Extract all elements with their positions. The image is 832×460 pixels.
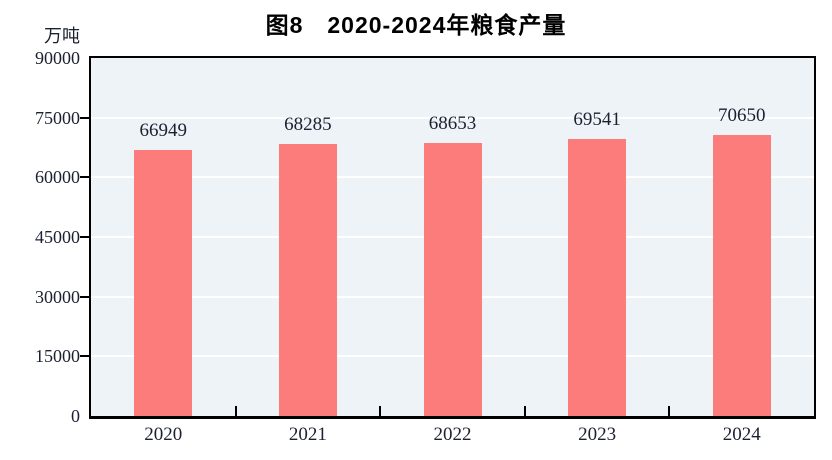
- bar-value-label: 68653: [428, 112, 477, 134]
- bar: [712, 134, 771, 416]
- bar-value-label: 69541: [573, 109, 621, 131]
- y-tick-label: 15000: [35, 346, 80, 367]
- x-tick-label: 2023: [578, 424, 617, 445]
- y-tick-mark: [80, 295, 89, 298]
- bar: [423, 142, 482, 416]
- bar-value-label: 70650: [717, 104, 766, 126]
- y-tick-label: 30000: [35, 286, 80, 307]
- y-tick-label: 0: [71, 406, 80, 426]
- x-tick-mark: [523, 406, 526, 416]
- bar-value-label: 68285: [284, 114, 332, 136]
- y-tick-label: 90000: [35, 48, 80, 68]
- y-axis-unit-label: 万吨: [44, 26, 80, 46]
- y-tick-mark: [80, 236, 89, 238]
- y-tick-mark: [80, 176, 89, 179]
- x-tick-label: 2024: [722, 424, 761, 445]
- y-tick-mark: [80, 116, 89, 119]
- bar: [278, 144, 337, 416]
- x-tick-mark: [668, 406, 671, 416]
- x-tick-label: 2021: [288, 424, 327, 445]
- x-tick-mark: [379, 406, 382, 416]
- plot-area: 66949 68285 68653 69541 70650: [80, 56, 816, 419]
- y-tick-label: 60000: [35, 167, 80, 188]
- chart-title: 图8 2020-2024年粮食产量: [265, 12, 567, 38]
- bar: [134, 149, 193, 416]
- gridline: [91, 116, 814, 119]
- x-tick-label: 2022: [433, 424, 472, 445]
- x-tick-label: 2020: [144, 424, 183, 445]
- y-tick-label: 45000: [35, 227, 80, 247]
- y-tick-mark: [80, 355, 89, 358]
- bar: [568, 139, 627, 416]
- y-tick-label: 75000: [35, 107, 80, 128]
- x-tick-mark: [234, 406, 237, 416]
- bar-value-label: 66949: [139, 119, 188, 141]
